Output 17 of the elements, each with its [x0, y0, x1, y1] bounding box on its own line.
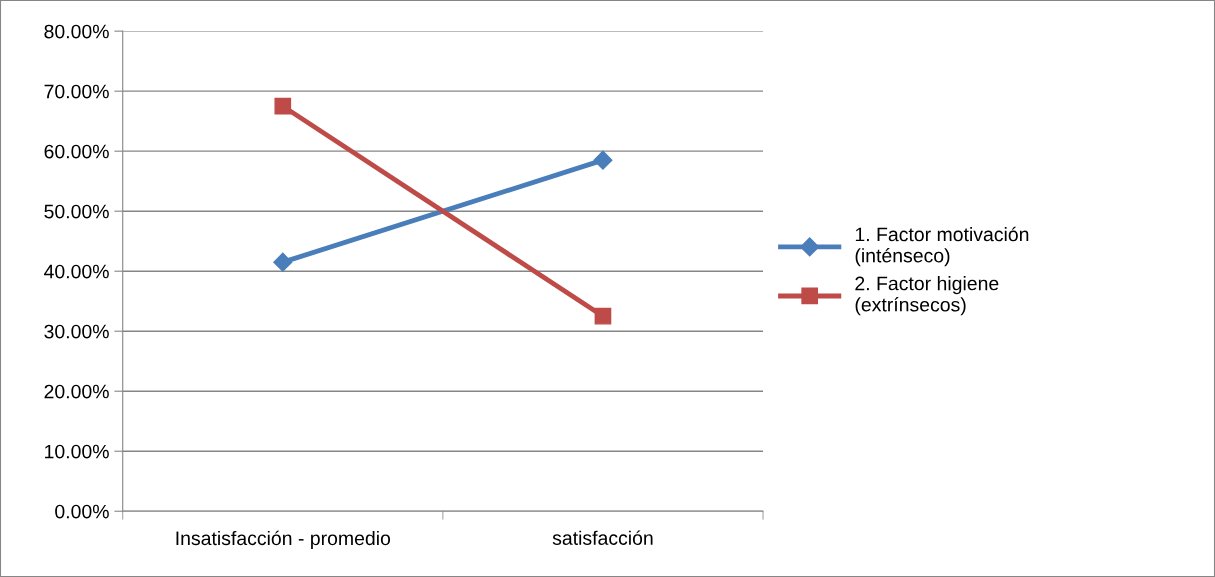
y-tick-label: 40.00%	[44, 264, 109, 279]
y-tick-label: 0.00%	[55, 504, 109, 519]
point	[593, 150, 613, 170]
y-tick-label: 30.00%	[44, 324, 109, 339]
y-tick-label: 70.00%	[44, 84, 109, 99]
y-tick-label: 80.00%	[44, 24, 109, 39]
y-tick-label: 10.00%	[45, 444, 109, 459]
point	[273, 252, 293, 272]
x-tick-label: satisfacción	[552, 530, 653, 545]
x-tick-label: Insatisfacción - promedio	[176, 530, 391, 550]
legend-label: 1. Factor motivación (inténseco)	[855, 226, 1029, 267]
y-tick-label: 50.00%	[44, 204, 109, 219]
point	[274, 97, 292, 115]
y-tick-label: 20.00%	[44, 384, 109, 399]
point	[594, 307, 612, 325]
y-tick-label: 60.00%	[44, 144, 109, 159]
legend-label: 2. Factor higiene (extrínsecos)	[855, 276, 999, 316]
